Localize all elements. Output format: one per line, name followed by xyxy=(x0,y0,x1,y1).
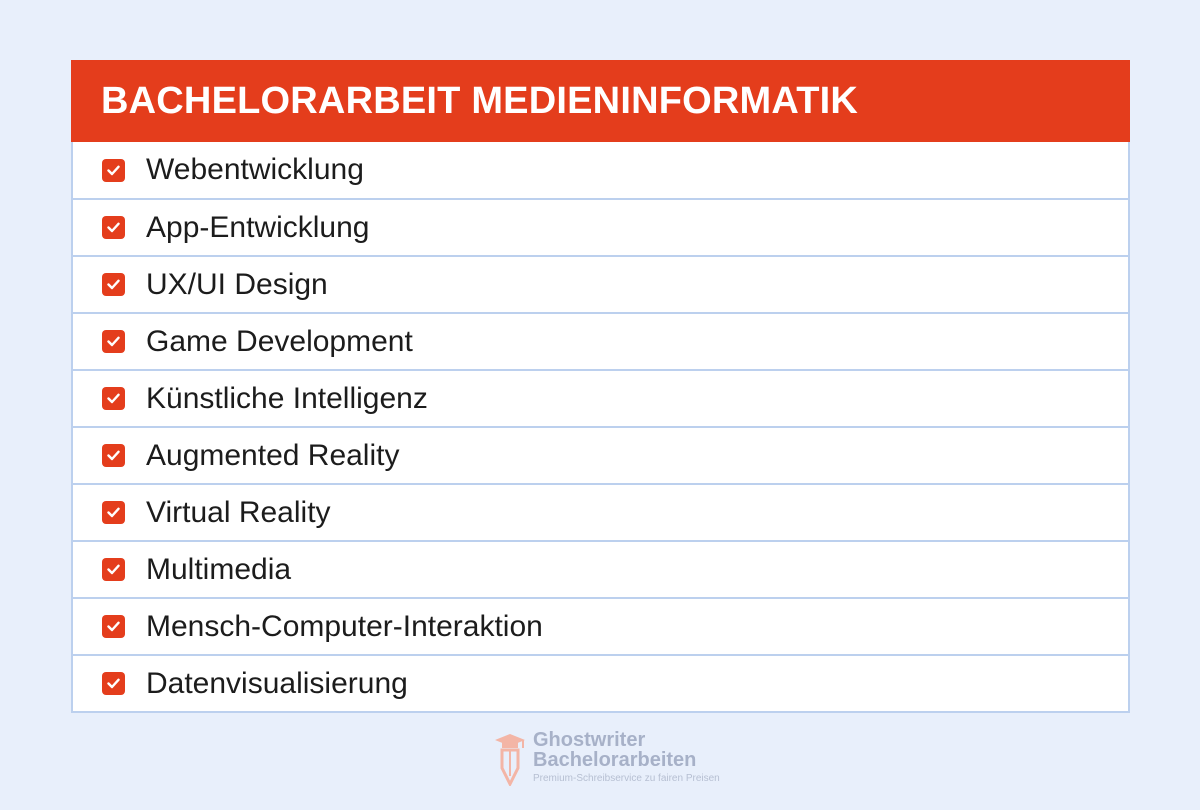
list-item: Multimedia xyxy=(73,540,1128,597)
logo-line-2: Bachelorarbeiten xyxy=(533,749,697,771)
list-item-label: Virtual Reality xyxy=(146,495,331,529)
topic-card: BACHELORARBEIT MEDIENINFORMATIK Webentwi… xyxy=(71,60,1130,713)
list-item: Datenvisualisierung xyxy=(73,654,1128,711)
logo-line-1: Ghostwriter xyxy=(533,729,646,751)
checkbox-checked-icon xyxy=(102,615,125,638)
list-item: Augmented Reality xyxy=(73,426,1128,483)
list-item: UX/UI Design xyxy=(73,255,1128,312)
list-item-label: Webentwicklung xyxy=(146,153,364,186)
checkbox-checked-icon xyxy=(102,444,125,467)
card-header: BACHELORARBEIT MEDIENINFORMATIK xyxy=(71,60,1130,142)
checkbox-checked-icon xyxy=(102,501,125,524)
list-item-label: Game Development xyxy=(146,324,413,358)
checkbox-checked-icon xyxy=(102,216,125,239)
logo-tagline: Premium-Schreibservice zu fairen Preisen xyxy=(533,773,720,784)
list-item: Mensch-Computer-Interaktion xyxy=(73,597,1128,654)
list-item: App-Entwicklung xyxy=(73,198,1128,255)
list-item: Webentwicklung xyxy=(73,142,1128,198)
checkbox-checked-icon xyxy=(102,558,125,581)
checkbox-checked-icon xyxy=(102,330,125,353)
list-item: Virtual Reality xyxy=(73,483,1128,540)
brand-logo: Ghostwriter Bachelorarbeiten Premium-Sch… xyxy=(493,730,720,791)
checkbox-checked-icon xyxy=(102,672,125,695)
list-item-label: Multimedia xyxy=(146,552,292,586)
card-title: BACHELORARBEIT MEDIENINFORMATIK xyxy=(101,79,859,122)
pen-graduate-icon xyxy=(493,732,527,791)
logo-text: Ghostwriter Bachelorarbeiten Premium-Sch… xyxy=(533,730,720,784)
list-item-label: Künstliche Intelligenz xyxy=(146,381,428,415)
list-item-label: Mensch-Computer-Interaktion xyxy=(146,609,543,643)
checkbox-checked-icon xyxy=(102,158,125,182)
checkbox-checked-icon xyxy=(102,273,125,296)
list-item-label: App-Entwicklung xyxy=(146,210,370,244)
list-item: Game Development xyxy=(73,312,1128,369)
list-item-label: UX/UI Design xyxy=(146,267,328,301)
topic-list: Webentwicklung App-Entwicklung UX/UI Desig… xyxy=(71,142,1130,713)
list-item: Künstliche Intelligenz xyxy=(73,369,1128,426)
list-item-label: Datenvisualisierung xyxy=(146,666,408,700)
list-item-label: Augmented Reality xyxy=(146,438,400,472)
checkbox-checked-icon xyxy=(102,387,125,410)
